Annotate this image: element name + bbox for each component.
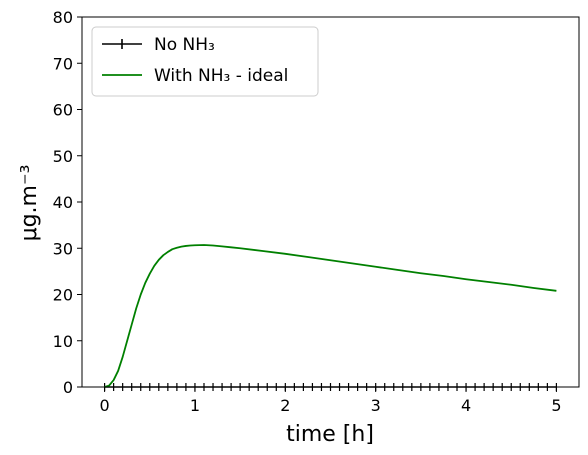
- y-tick-label: 0: [63, 378, 73, 397]
- y-tick-label: 10: [53, 332, 73, 351]
- legend: No NH₃ With NH₃ - ideal: [91, 26, 319, 97]
- y-axis-label: μg.m⁻³: [17, 165, 42, 242]
- series-line-1: [104, 244, 557, 388]
- legend-label-no-nh3: No NH₃: [154, 35, 215, 55]
- x-tick-label: 4: [461, 396, 471, 415]
- legend-frame: [91, 26, 319, 97]
- y-tick-label: 50: [53, 147, 73, 166]
- x-tick-label: 2: [280, 396, 290, 415]
- x-tick-label: 0: [99, 396, 109, 415]
- y-tick-label: 20: [53, 286, 73, 305]
- x-tick-label: 5: [551, 396, 561, 415]
- legend-label-with-nh3: With NH₃ - ideal: [154, 66, 288, 86]
- y-tick-label: 70: [53, 54, 73, 73]
- plot-area: [103, 244, 558, 391]
- x-tick-label: 1: [190, 396, 200, 415]
- y-tick-label: 40: [53, 193, 73, 212]
- y-tick-label: 30: [53, 239, 73, 258]
- x-axis-label: time [h]: [286, 422, 374, 447]
- x-tick-label: 3: [371, 396, 381, 415]
- y-tick-label: 60: [53, 101, 73, 120]
- y-tick-label: 80: [53, 8, 73, 27]
